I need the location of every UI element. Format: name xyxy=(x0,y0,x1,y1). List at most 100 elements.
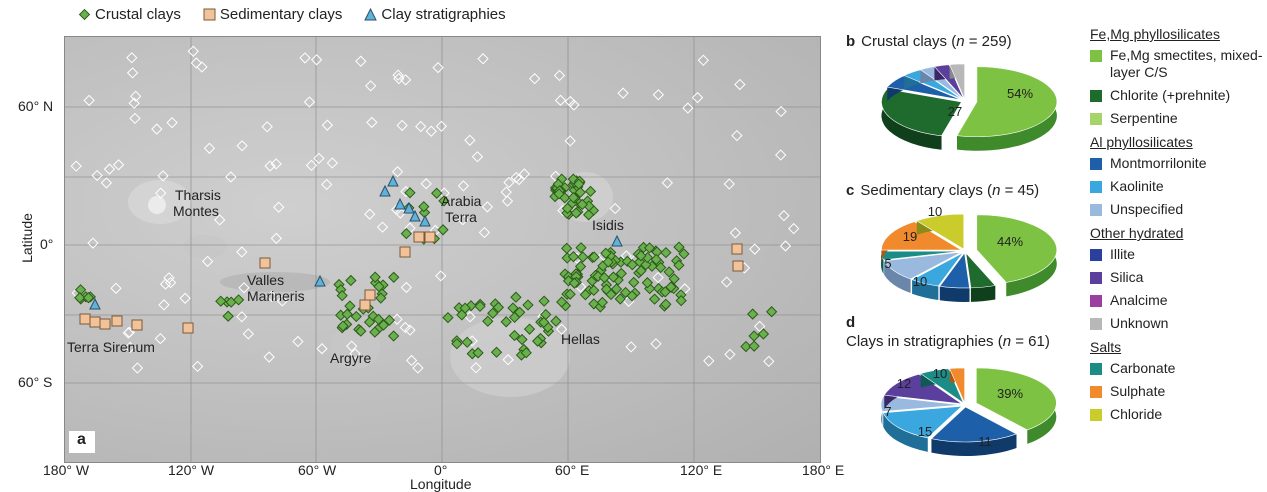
stratigraphy-marker xyxy=(611,234,623,247)
pie-b: 54% 27 xyxy=(881,63,1058,151)
detection-marker xyxy=(641,277,654,289)
detection-marker xyxy=(420,178,432,190)
detection-marker xyxy=(691,91,704,104)
pie-slice-side xyxy=(881,89,942,150)
detection-marker xyxy=(400,227,413,240)
legend-mineral-item: Fe,Mg smectites, mixed-layer C/S xyxy=(1090,47,1265,81)
detection-marker xyxy=(643,242,656,254)
legend-mineral-label: Unspecified xyxy=(1110,201,1184,217)
detection-marker xyxy=(391,166,404,178)
detection-marker xyxy=(74,284,87,296)
detection-marker xyxy=(678,248,690,260)
detection-marker xyxy=(748,330,760,342)
stratigraphy-marker xyxy=(379,184,391,197)
detection-marker xyxy=(404,324,416,336)
legend-swatch xyxy=(1090,90,1102,102)
detection-marker xyxy=(438,187,450,199)
detection-marker xyxy=(477,53,489,65)
detection-marker xyxy=(697,54,710,66)
sedimentary-marker xyxy=(259,257,271,269)
detection-marker xyxy=(355,325,367,337)
legend-mineral-item: Kaolinite xyxy=(1090,178,1265,195)
detection-marker xyxy=(661,177,674,189)
legend-stratigraphies-label: Clay stratigraphies xyxy=(381,6,506,23)
detection-marker xyxy=(665,281,677,293)
detection-marker xyxy=(373,280,385,293)
detection-marker xyxy=(442,311,454,324)
detection-marker xyxy=(654,261,667,274)
pie-slice xyxy=(949,367,965,404)
y-axis-title: Latitude xyxy=(19,213,35,263)
detection-marker xyxy=(573,178,585,190)
detection-marker xyxy=(310,54,323,66)
detection-marker xyxy=(553,188,565,200)
detection-marker xyxy=(763,355,775,368)
sedimentary-marker xyxy=(364,289,376,301)
legend-mineral-label: Serpentine xyxy=(1110,110,1178,126)
detection-marker xyxy=(518,168,531,180)
label-hellas: Hellas xyxy=(561,331,600,347)
detection-marker xyxy=(387,330,400,342)
legend-sedimentary-label: Sedimentary clays xyxy=(219,6,343,23)
x-tick-60w: 60° W xyxy=(298,462,337,478)
detection-marker xyxy=(574,260,587,273)
pie-slice xyxy=(956,66,1058,138)
legend-mineral-item: Unknown xyxy=(1090,315,1265,332)
detection-marker xyxy=(514,306,526,318)
detection-marker xyxy=(567,191,580,204)
detection-marker xyxy=(648,293,661,305)
detection-marker xyxy=(366,116,378,129)
detection-marker xyxy=(651,246,663,258)
y-tick-0: 0° xyxy=(40,236,54,252)
panel-c-title: c Sedimentary clays (n = 45) xyxy=(846,182,1040,199)
detection-marker xyxy=(130,90,142,102)
detection-marker xyxy=(567,251,580,263)
detection-marker xyxy=(74,292,86,304)
legend-sedimentary: Sedimentary clays xyxy=(203,6,343,23)
pie-label: 11 xyxy=(978,434,992,449)
detection-marker xyxy=(457,180,470,192)
detection-marker xyxy=(337,320,349,332)
pie-slice xyxy=(881,88,962,137)
detection-marker xyxy=(129,112,141,125)
detection-marker xyxy=(365,80,377,92)
detection-marker xyxy=(388,271,400,283)
sedimentary-marker xyxy=(359,299,371,311)
detection-marker xyxy=(292,335,304,348)
pie-label: 5 xyxy=(884,256,891,271)
detection-marker xyxy=(270,158,282,170)
detection-marker xyxy=(576,198,588,211)
legend-swatch xyxy=(1090,204,1102,216)
pie-slice xyxy=(965,252,996,289)
detection-marker xyxy=(626,290,638,302)
pie-label: 12 xyxy=(897,376,911,391)
legend-swatch xyxy=(1090,409,1102,421)
detection-marker xyxy=(574,186,586,198)
stratigraphy-marker xyxy=(394,197,406,210)
stratigraphy-marker xyxy=(314,274,326,287)
detection-marker xyxy=(299,52,311,64)
detection-marker xyxy=(375,292,387,304)
detection-marker xyxy=(393,72,405,85)
legend-mineral-label: Chloride xyxy=(1110,406,1163,422)
detection-marker xyxy=(607,271,620,283)
detection-marker xyxy=(734,78,746,91)
detection-marker xyxy=(490,346,503,358)
y-tick-60s: 60° S xyxy=(18,374,53,390)
sedimentary-marker xyxy=(131,319,143,331)
detection-marker xyxy=(775,149,787,161)
detection-marker xyxy=(166,116,178,129)
detection-marker xyxy=(418,200,430,213)
detection-marker xyxy=(326,157,338,169)
x-tick-120e: 120° E xyxy=(680,462,723,478)
detection-marker xyxy=(321,178,333,191)
detection-marker xyxy=(470,362,482,374)
detection-marker xyxy=(531,335,544,347)
detection-marker xyxy=(723,178,735,190)
detection-marker xyxy=(369,271,381,283)
stratigraphy-marker xyxy=(89,297,101,310)
detection-marker xyxy=(500,316,512,328)
detection-marker xyxy=(377,319,390,331)
detection-marker xyxy=(602,256,614,268)
detection-marker xyxy=(561,202,574,215)
